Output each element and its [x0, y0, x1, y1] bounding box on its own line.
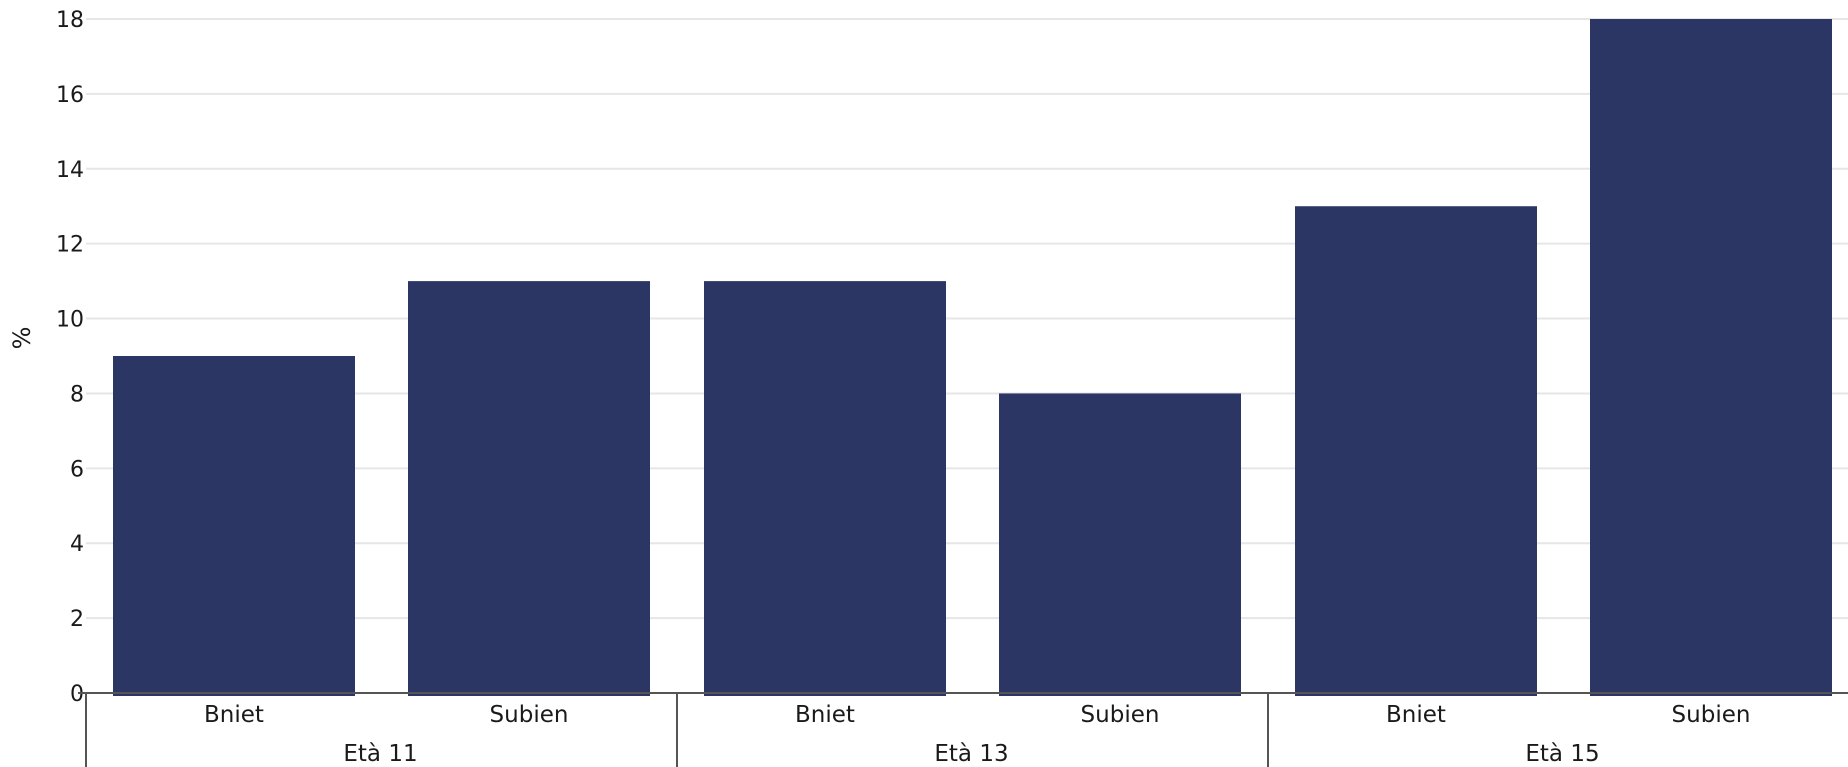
y-tick-label: 14 — [56, 158, 84, 183]
group-labels: Età 11 Età 13 Età 15 — [343, 741, 1599, 767]
bars — [113, 19, 1832, 696]
category-label: Bniet — [1386, 702, 1446, 728]
y-tick-label: 10 — [56, 308, 84, 333]
y-tick-label: 8 — [70, 382, 84, 407]
y-tick-label: 2 — [70, 607, 84, 632]
group-label: Età 15 — [1525, 741, 1599, 767]
bar — [999, 393, 1241, 696]
y-axis-title: % — [8, 327, 36, 350]
y-tick-label: 0 — [70, 682, 84, 707]
category-label: Subien — [490, 702, 569, 728]
y-tick-label: 16 — [56, 83, 84, 108]
y-tick-label: 6 — [70, 457, 84, 482]
x-axis — [78, 692, 1848, 767]
category-label: Bniet — [204, 702, 264, 728]
bar — [1590, 19, 1832, 696]
gridlines — [86, 18, 1848, 620]
bar — [1295, 206, 1537, 696]
bar — [408, 281, 650, 696]
category-label: Subien — [1081, 702, 1160, 728]
category-label: Subien — [1672, 702, 1751, 728]
category-labels: Bniet Subien Bniet Subien Bniet Subien — [204, 702, 1750, 728]
group-label: Età 13 — [934, 741, 1008, 767]
bar — [704, 281, 946, 696]
y-tick-label: 4 — [70, 532, 84, 557]
y-axis-ticks: 0 2 4 6 8 10 12 14 16 18 — [56, 8, 84, 707]
category-label: Bniet — [795, 702, 855, 728]
group-label: Età 11 — [343, 741, 417, 767]
y-tick-label: 12 — [56, 233, 84, 258]
y-tick-label: 18 — [56, 8, 84, 33]
bar — [113, 356, 355, 696]
